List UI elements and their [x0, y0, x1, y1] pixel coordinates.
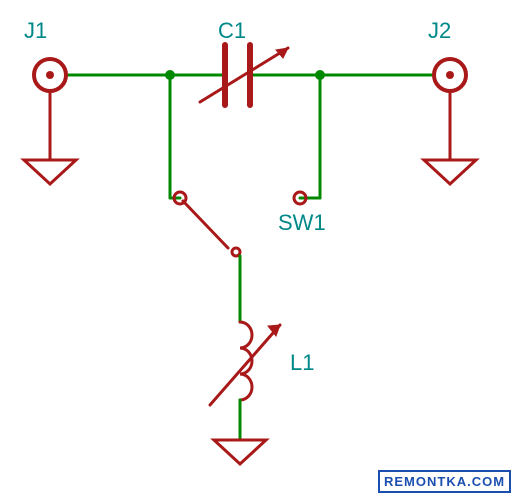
label-sw1: SW1	[278, 210, 326, 236]
label-j1: J1	[24, 18, 47, 44]
label-l1: L1	[290, 350, 314, 376]
label-j2: J2	[428, 18, 451, 44]
label-c1: C1	[218, 18, 246, 44]
watermark: REMONTKA.COM	[378, 470, 511, 493]
